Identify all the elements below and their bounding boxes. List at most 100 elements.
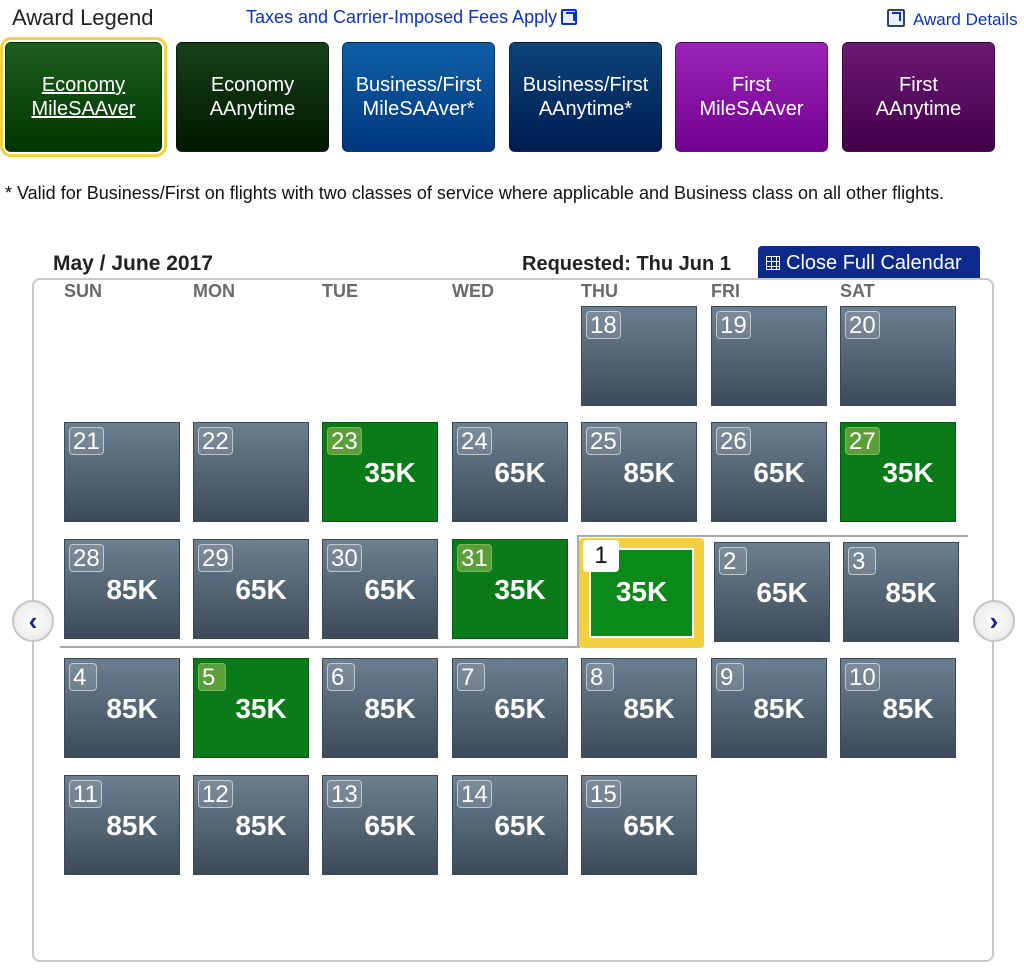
day-price: 65K — [753, 457, 805, 488]
day-number: 19 — [716, 311, 751, 339]
day-cell[interactable]: 12 85K — [193, 775, 309, 875]
day-price: 85K — [623, 457, 675, 488]
day-price: 65K — [756, 577, 808, 608]
day-number: 3 — [848, 547, 876, 575]
next-week-button[interactable]: › — [973, 600, 1015, 642]
day-price: 85K — [753, 693, 805, 724]
legend-button-line1: First — [732, 74, 771, 96]
day-number: 30 — [327, 544, 362, 572]
weekday-wed: WED — [452, 281, 494, 301]
legend-button-line2: MileSAAver — [699, 98, 804, 120]
weekday-mon: MON — [193, 281, 235, 301]
day-number: 26 — [716, 427, 751, 455]
day-price: 35K — [364, 457, 416, 488]
weekday-sat: SAT — [840, 281, 875, 301]
day-cell[interactable]: 31 35K — [452, 539, 568, 639]
day-number: 1 — [583, 540, 619, 572]
day-price: 85K — [106, 574, 158, 605]
day-cell[interactable]: 13 65K — [322, 775, 438, 875]
day-number: 18 — [586, 311, 621, 339]
legend-button-line2: AAnytime — [875, 98, 962, 120]
day-cell[interactable]: 8 85K — [581, 658, 697, 758]
legend-button-line1: First — [899, 74, 938, 96]
chevron-left-icon: ‹ — [28, 606, 38, 636]
day-cell[interactable]: 4 85K — [64, 658, 180, 758]
day-number: 11 — [69, 780, 102, 808]
day-cell[interactable]: 22 — [193, 422, 309, 522]
day-cell[interactable]: 18 — [581, 306, 697, 406]
award-details-link[interactable]: Award Details — [887, 9, 1018, 30]
day-number: 25 — [586, 427, 621, 455]
week-highlight-line-bottom — [60, 646, 580, 648]
day-cell[interactable]: 14 65K — [452, 775, 568, 875]
day-number: 24 — [457, 427, 492, 455]
day-cell[interactable]: 21 — [64, 422, 180, 522]
day-number: 29 — [198, 544, 233, 572]
day-cell[interactable]: 5 35K — [193, 658, 309, 758]
day-price: 65K — [364, 810, 416, 841]
day-price: 85K — [885, 577, 937, 608]
day-price: 85K — [106, 810, 158, 841]
day-number: 2 — [719, 547, 747, 575]
award-details-label: Award Details — [913, 10, 1018, 29]
day-price: 35K — [235, 693, 287, 724]
legend-button-1[interactable]: Economy MileSAAver — [0, 37, 167, 157]
weekday-tue: TUE — [322, 281, 358, 301]
day-cell[interactable]: 29 65K — [193, 539, 309, 639]
day-number: 27 — [845, 427, 880, 455]
legend-button-3[interactable]: Business/First MileSAAver* — [342, 42, 495, 152]
weekday-fri: FRI — [711, 281, 740, 301]
day-cell[interactable]: 19 — [711, 306, 827, 406]
legend-button-5[interactable]: First MileSAAver — [675, 42, 828, 152]
legend-button-line1: Business/First — [355, 74, 482, 96]
day-price: 85K — [623, 693, 675, 724]
external-link-icon — [561, 9, 578, 25]
day-number: 23 — [327, 427, 362, 455]
day-cell[interactable]: 2 65K — [714, 542, 830, 642]
day-cell[interactable]: 25 85K — [581, 422, 697, 522]
day-cell[interactable]: 6 85K — [322, 658, 438, 758]
week-highlight-line-top — [578, 535, 968, 537]
calendar-month-title: May / June 2017 — [53, 252, 213, 275]
calendar-grid-icon — [766, 256, 780, 270]
day-cell[interactable]: 7 65K — [452, 658, 568, 758]
legend-button-line2: AAnytime* — [538, 98, 633, 120]
legend-button-6[interactable]: First AAnytime — [842, 42, 995, 152]
day-price: 85K — [106, 693, 158, 724]
day-cell[interactable]: 15 65K — [581, 775, 697, 875]
requested-day-inner: 1 35K — [583, 540, 694, 638]
day-cell[interactable]: 24 65K — [452, 422, 568, 522]
day-price: 65K — [623, 810, 675, 841]
legend-button-2[interactable]: Economy AAnytime — [176, 42, 329, 152]
day-number: 20 — [845, 311, 880, 339]
legend-button-4[interactable]: Business/First AAnytime* — [509, 42, 662, 152]
day-price: 85K — [882, 693, 934, 724]
legend-button-line1: Economy — [210, 74, 295, 96]
weekday-thu: THU — [581, 281, 618, 301]
popup-window-icon — [887, 9, 905, 27]
legend-button-line1: Economy — [41, 74, 126, 96]
requested-day-cell[interactable]: 1 35K — [579, 538, 704, 648]
day-price: 65K — [494, 693, 546, 724]
day-number: 14 — [457, 780, 492, 808]
day-cell[interactable]: 11 85K — [64, 775, 180, 875]
day-cell[interactable]: 20 — [840, 306, 956, 406]
day-cell[interactable]: 23 35K — [322, 422, 438, 522]
day-cell[interactable]: 10 85K — [840, 658, 956, 758]
day-cell[interactable]: 27 35K — [840, 422, 956, 522]
day-cell[interactable]: 30 65K — [322, 539, 438, 639]
close-full-calendar-button[interactable]: Close Full Calendar — [758, 246, 980, 280]
taxes-fees-label: Taxes and Carrier-Imposed Fees Apply — [246, 7, 558, 27]
day-price: 85K — [364, 693, 416, 724]
award-legend-note: * Valid for Business/First on flights wi… — [5, 183, 945, 203]
legend-button-line2: AAnytime — [209, 98, 296, 120]
previous-week-button[interactable]: ‹ — [12, 600, 54, 642]
day-price: 85K — [235, 810, 287, 841]
day-cell[interactable]: 9 85K — [711, 658, 827, 758]
day-cell[interactable]: 26 65K — [711, 422, 827, 522]
day-price: 35K — [615, 576, 668, 607]
day-cell[interactable]: 28 85K — [64, 539, 180, 639]
legend-button-line2: MileSAAver — [31, 98, 136, 120]
taxes-fees-link[interactable]: Taxes and Carrier-Imposed Fees Apply — [246, 7, 578, 28]
day-cell[interactable]: 3 85K — [843, 542, 959, 642]
